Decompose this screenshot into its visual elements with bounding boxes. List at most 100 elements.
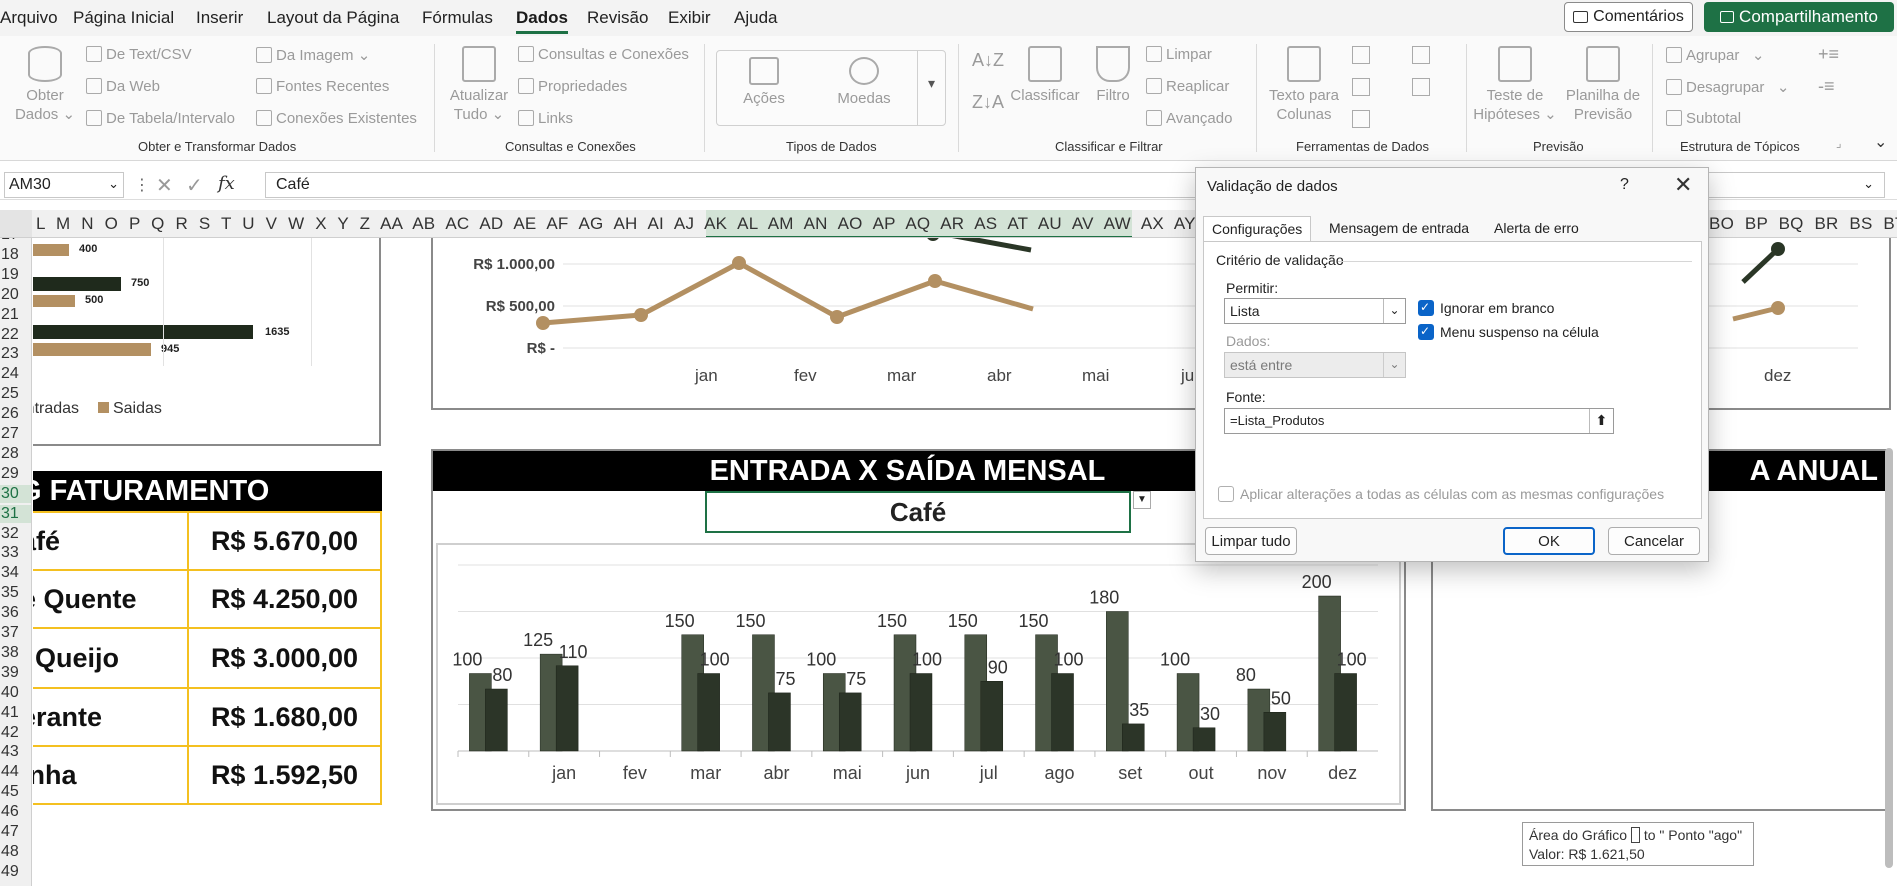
ok-button[interactable]: OK (1503, 527, 1595, 555)
share-button[interactable]: Compartilhamento (1704, 2, 1894, 32)
row-header[interactable]: 18 (1, 245, 19, 263)
ranking-value[interactable]: R$ 5.670,00 (187, 511, 382, 571)
confirm-icon[interactable]: ✓ (186, 175, 203, 197)
insert-function-icon[interactable]: fx (218, 173, 235, 194)
recent-sources[interactable]: Fontes Recentes (256, 78, 389, 95)
row-header[interactable]: 44 (1, 763, 19, 781)
menu-formulas[interactable]: Fórmulas (422, 8, 493, 27)
more-options-icon[interactable]: ⋮ (134, 177, 150, 194)
row-header[interactable]: 27 (1, 425, 19, 442)
bar-saida[interactable] (768, 692, 791, 752)
currencies-data-type[interactable]: Moedas (829, 57, 899, 108)
menu-layout[interactable]: Layout da Página (267, 8, 400, 27)
ranking-product[interactable]: e Quente (33, 569, 189, 629)
advanced-filter[interactable]: Avançado (1146, 110, 1232, 127)
row-header[interactable]: 17 (0, 238, 31, 244)
group-button[interactable]: Agrupar ⌄ (1666, 46, 1764, 64)
row-header[interactable]: 38 (1, 643, 19, 661)
remove-duplicates-icon[interactable] (1352, 78, 1370, 96)
row-header[interactable]: 19 (1, 265, 19, 283)
outline-settings-icon[interactable]: ⌟ (1836, 136, 1842, 150)
comments-button[interactable]: Comentários (1564, 2, 1693, 32)
menu-ajuda[interactable]: Ajuda (734, 8, 778, 27)
row-header[interactable]: 23 (1, 345, 19, 363)
row-header[interactable]: 37 (1, 624, 19, 641)
ranking-value[interactable]: R$ 1.680,00 (187, 687, 382, 747)
links[interactable]: Links (518, 110, 573, 127)
row-header[interactable]: 32 (1, 524, 19, 542)
text-to-columns-button[interactable]: Texto para Colunas (1262, 46, 1346, 124)
menu-inserir[interactable]: Inserir (196, 8, 244, 27)
hide-detail-icon[interactable]: -≡ (1818, 76, 1835, 96)
sort-az-button[interactable]: A↓Z (972, 50, 1005, 70)
from-web[interactable]: Da Web (86, 78, 160, 95)
data-validation-icon[interactable] (1352, 110, 1370, 128)
menu-exibir[interactable]: Exibir (668, 8, 711, 27)
ranking-product[interactable]: Queijo (33, 627, 189, 689)
tab-alerta-erro[interactable]: Alerta de erro (1494, 220, 1579, 236)
row-header[interactable]: 24 (1, 365, 19, 383)
allow-select[interactable]: Lista ⌄ (1224, 298, 1406, 324)
row-header[interactable]: 40 (1, 683, 19, 701)
cancel-button[interactable]: Cancelar (1608, 527, 1700, 555)
flash-fill-icon[interactable] (1352, 46, 1370, 64)
forecast-sheet-button[interactable]: Planilha de Previsão (1560, 46, 1646, 124)
subtotal-button[interactable]: Subtotal (1666, 110, 1741, 127)
row-header[interactable]: 20 (1, 285, 19, 303)
ranking-value[interactable]: R$ 3.000,00 (187, 627, 382, 689)
row-header[interactable]: 42 (1, 723, 19, 741)
select-all-corner[interactable] (0, 210, 32, 237)
apply-all-checkbox[interactable] (1218, 486, 1234, 502)
queries-connections[interactable]: Consultas e Conexões (518, 46, 689, 63)
what-if-button[interactable]: Teste de Hipóteses ⌄ (1472, 46, 1558, 124)
row-header[interactable]: 43 (1, 743, 19, 761)
bar-saida[interactable] (697, 673, 720, 752)
menu-revisao[interactable]: Revisão (587, 8, 649, 27)
row-header[interactable]: 49 (1, 862, 19, 880)
collapse-ribbon-icon[interactable]: ⌄ (1874, 134, 1888, 151)
stocks-data-type[interactable]: Ações (729, 57, 799, 108)
data-types-gallery[interactable]: Ações Moedas ▾ (716, 50, 946, 126)
ungroup-button[interactable]: Desagrupar ⌄ (1666, 78, 1789, 96)
clear-all-button[interactable]: Limpar tudo (1205, 527, 1297, 555)
formula-input[interactable]: Café ⌄ (265, 172, 1885, 198)
row-header[interactable]: 46 (1, 803, 19, 821)
ranking-value[interactable]: R$ 1.592,50 (187, 745, 382, 805)
row-header[interactable]: 26 (1, 405, 19, 423)
close-icon[interactable]: ✕ (1674, 172, 1693, 197)
bar-entrada[interactable] (1106, 611, 1129, 752)
tab-configuracoes[interactable]: Configurações (1203, 216, 1312, 242)
row-header[interactable]: 47 (1, 823, 19, 840)
source-input[interactable]: =Lista_Produtos ⬆ (1224, 408, 1614, 434)
relationships-icon[interactable] (1412, 78, 1430, 96)
consolidate-icon[interactable] (1412, 46, 1430, 64)
row-header[interactable]: 41 (1, 703, 19, 721)
help-button[interactable]: ? (1620, 176, 1629, 193)
vertical-scrollbar-thumb[interactable] (1885, 448, 1893, 868)
from-image[interactable]: Da Imagem ⌄ (256, 46, 370, 64)
ranking-value[interactable]: R$ 4.250,00 (187, 569, 382, 629)
product-selector-cell[interactable]: Café (705, 491, 1131, 533)
row-header[interactable]: 33 (1, 544, 19, 562)
row-header[interactable]: 34 (1, 564, 19, 582)
dropdown-in-cell-checkbox[interactable]: ✓ (1418, 324, 1434, 340)
bar-saida[interactable] (838, 692, 862, 752)
from-table-range[interactable]: De Tabela/Intervalo (86, 110, 235, 127)
clear-filter[interactable]: Limpar (1146, 46, 1212, 63)
cancel-icon[interactable]: ✕ (156, 175, 173, 197)
left-bar-chart[interactable]: 400 750 500 1635 945 Entradas Saidas (33, 238, 381, 446)
dropdown-arrow-icon[interactable]: ▼ (1133, 491, 1151, 509)
bar-chart-area[interactable]: 100 80 jan 125 110 fev mar 150 100 abr 150 75 mai 100… (436, 543, 1401, 805)
ranking-product[interactable]: erante (33, 687, 189, 747)
row-header[interactable]: 21 (1, 305, 19, 323)
row-header[interactable]: 29 (1, 464, 19, 482)
filter-button[interactable]: Filtro (1088, 46, 1138, 105)
bar-saida[interactable] (555, 665, 579, 752)
bar-saida[interactable] (909, 673, 933, 752)
name-box[interactable]: AM30 ⌄ (4, 172, 124, 198)
collapse-dialog-icon[interactable]: ⬆ (1589, 409, 1613, 433)
row-header[interactable]: 25 (1, 385, 19, 403)
refresh-all-button[interactable]: Atualizar Tudo ⌄ (444, 46, 514, 124)
bar-saida[interactable] (1334, 673, 1357, 752)
menu-pagina-inicial[interactable]: Página Inicial (73, 8, 175, 27)
